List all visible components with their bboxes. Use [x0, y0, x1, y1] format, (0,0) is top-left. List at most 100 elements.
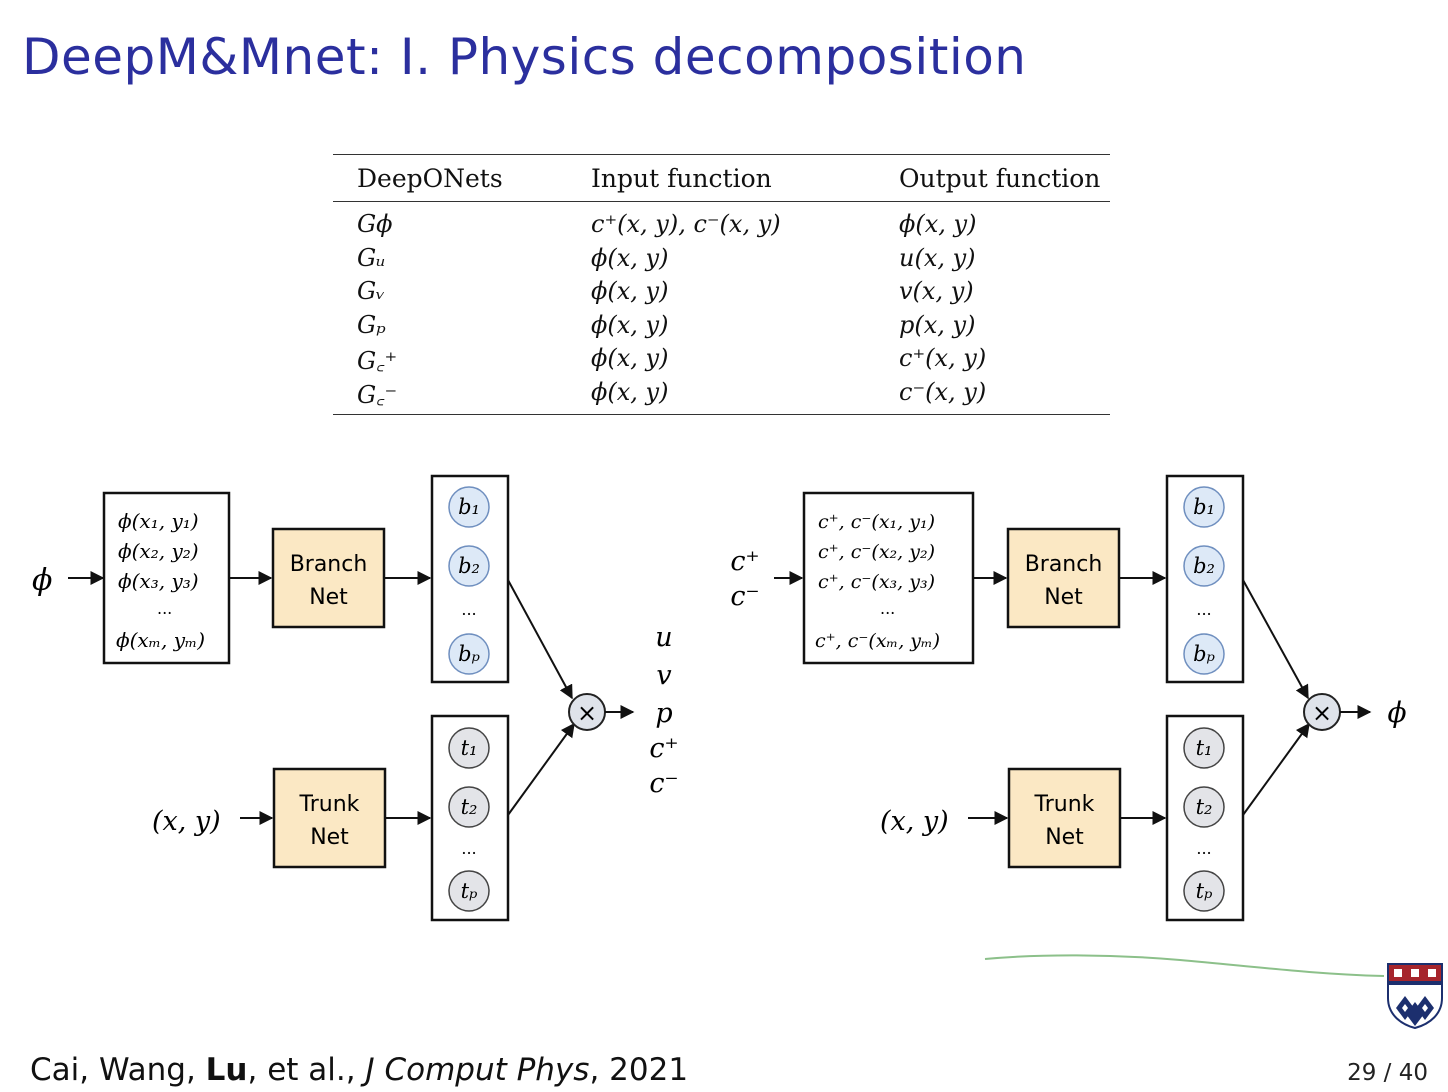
cell-network: G꜀⁺: [357, 347, 398, 376]
right-trunk-net-label: Trunk: [1034, 792, 1095, 817]
left-product-symbol: ×: [577, 699, 597, 727]
left-b-node: [448, 486, 490, 528]
left-t-ellipsis: ...: [461, 839, 476, 858]
left-b-node: [448, 545, 490, 587]
right-branch-net-label: Branch: [1025, 552, 1103, 577]
left-t-label: t₂: [461, 795, 478, 819]
page-number: 29 / 40: [1347, 1060, 1428, 1086]
right-trunk-input: (x, y): [880, 806, 949, 837]
citation-author-bold: Lu: [205, 1052, 248, 1088]
table-row: Gϕ c⁺(x, y), c⁻(x, y) ϕ(x, y): [333, 208, 1110, 242]
right-t-node: [1183, 870, 1225, 912]
citation-journal: J Comput Phys: [365, 1052, 590, 1088]
left-trunk-net-label: Trunk: [299, 792, 360, 817]
cell-input: ϕ(x, y): [591, 243, 669, 272]
left-trunk-input: (x, y): [152, 806, 221, 837]
right-b-label: bₚ: [1193, 642, 1215, 666]
right-diagram: c⁺ c⁻ c⁺, c⁻(x₁, y₁) c⁺, c⁻(x₂, y₂) c⁺, …: [730, 474, 1407, 922]
right-input-symbol: c⁻: [730, 581, 759, 612]
left-b-ellipsis: ...: [461, 600, 476, 619]
right-output: ϕ: [1387, 696, 1406, 729]
right-sensor-box: [802, 491, 975, 665]
penn-shield-logo: [1387, 963, 1443, 1030]
right-t-label: t₂: [1196, 795, 1213, 819]
left-output: p: [655, 698, 672, 729]
cell-output: c⁻(x, y): [899, 377, 987, 406]
left-branch-net-label: Branch: [290, 552, 368, 577]
left-output: c⁺: [649, 733, 678, 764]
right-sensor-line: c⁺, c⁻(x₂, y₂): [818, 541, 935, 563]
right-t-label: t₁: [1196, 736, 1213, 760]
cell-network: Gϕ: [357, 210, 393, 238]
cell-input: ϕ(x, y): [591, 344, 669, 373]
right-t-label: tₚ: [1196, 879, 1213, 903]
cell-output: v(x, y): [899, 277, 974, 306]
left-b-node: [448, 633, 490, 675]
right-product-symbol: ×: [1312, 699, 1332, 727]
left-t-label: tₚ: [461, 879, 478, 903]
right-t-node: [1183, 786, 1225, 828]
right-branch-net-label: Net: [1044, 585, 1083, 610]
left-sensor-line: ...: [157, 599, 172, 618]
header-input-function: Input function: [591, 164, 772, 193]
cell-output: c⁺(x, y): [899, 344, 987, 373]
citation-year: , 2021: [589, 1052, 689, 1088]
cell-input: c⁺(x, y), c⁻(x, y): [591, 210, 781, 238]
right-sensor-line: ...: [880, 599, 895, 618]
right-b-ellipsis: ...: [1196, 600, 1211, 619]
deeponets-table: DeepONets Input function Output function…: [333, 154, 1110, 415]
left-sensor-line: ϕ(xₘ, yₘ): [116, 628, 205, 652]
cell-output: ϕ(x, y): [899, 210, 977, 238]
left-input-symbol: ϕ: [32, 563, 52, 598]
left-b-label: b₁: [458, 495, 480, 519]
left-t-node: [448, 870, 490, 912]
table-row: Gᵥ ϕ(x, y) v(x, y): [333, 275, 1110, 309]
right-b-node: [1183, 545, 1225, 587]
right-input-symbol: c⁺: [730, 546, 759, 577]
cell-network: G꜀⁻: [357, 380, 398, 409]
cell-input: ϕ(x, y): [591, 310, 669, 339]
slide-title: DeepM&Mnet: I. Physics decomposition: [22, 28, 1027, 86]
cell-output: u(x, y): [899, 243, 976, 272]
table-header: DeepONets Input function Output function: [333, 155, 1110, 202]
citation-footer: Cai, Wang, Lu, et al., J Comput Phys, 20…: [30, 1052, 688, 1088]
left-diagram: ϕ ϕ(x₁, y₁) ϕ(x₂, y₂) ϕ(x₃, y₃) ... ϕ(xₘ…: [32, 474, 679, 922]
right-branch-net-box: [1006, 527, 1121, 629]
annotation-stroke: [984, 954, 1385, 977]
left-sensor-line: ϕ(x₃, y₃): [118, 569, 199, 593]
left-sensor-line: ϕ(x₂, y₂): [118, 539, 199, 563]
left-t-node: [448, 727, 490, 769]
right-trunk-net-box: [1007, 767, 1122, 869]
right-t-node: [1183, 727, 1225, 769]
left-output: v: [656, 660, 671, 691]
cell-output: p(x, y): [899, 310, 976, 339]
header-deeponets: DeepONets: [357, 164, 503, 193]
right-b-label: b₂: [1193, 554, 1215, 578]
right-sensor-line: c⁺, c⁻(x₃, y₃): [818, 571, 935, 593]
left-sensor-line: ϕ(x₁, y₁): [118, 509, 199, 533]
cell-network: Gᵥ: [357, 277, 386, 306]
header-output-function: Output function: [899, 164, 1101, 193]
right-b-node: [1183, 486, 1225, 528]
citation-authors-rest: , et al.,: [247, 1052, 366, 1088]
left-b-label: bₚ: [458, 642, 480, 666]
table-row: G꜀⁻ ϕ(x, y) c⁻(x, y): [333, 376, 1110, 410]
left-branch-net-label: Net: [309, 585, 348, 610]
right-sensor-line: c⁺, c⁻(x₁, y₁): [818, 511, 935, 533]
cell-network: Gₚ: [357, 310, 386, 339]
left-t-label: t₁: [461, 736, 478, 760]
cell-input: ϕ(x, y): [591, 277, 669, 306]
left-trunk-net-box: [272, 767, 387, 869]
right-t-ellipsis: ...: [1196, 839, 1211, 858]
right-b-node: [1183, 633, 1225, 675]
deeponet-diagrams: ϕ ϕ(x₁, y₁) ϕ(x₂, y₂) ϕ(x₃, y₃) ... ϕ(xₘ…: [32, 474, 1407, 922]
left-b-label: b₂: [458, 554, 480, 578]
table-row: Gₚ ϕ(x, y) p(x, y): [333, 309, 1110, 343]
right-b-label: b₁: [1193, 495, 1215, 519]
left-output: c⁻: [649, 768, 678, 799]
right-trunk-net-label: Net: [1045, 825, 1084, 850]
table-row: G꜀⁺ ϕ(x, y) c⁺(x, y): [333, 342, 1110, 376]
table-row: Gᵤ ϕ(x, y) u(x, y): [333, 242, 1110, 276]
left-output: u: [655, 622, 672, 653]
right-sensor-line: c⁺, c⁻(xₘ, yₘ): [815, 630, 940, 652]
